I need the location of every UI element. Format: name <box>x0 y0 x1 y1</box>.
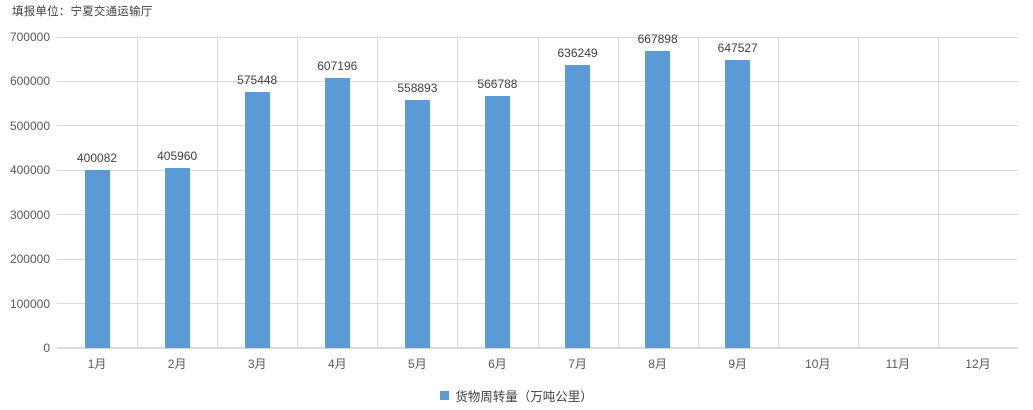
axis-baseline <box>57 347 1018 348</box>
y-axis-tick-label: 700000 <box>9 30 50 44</box>
x-axis-tick-label: 3月 <box>247 357 267 371</box>
gridline-horizontal <box>57 125 1018 127</box>
x-axis-tick-label: 1月 <box>87 357 107 371</box>
bar[interactable] <box>484 96 510 348</box>
bar-data-label: 405960 <box>157 148 198 163</box>
x-axis-tick-label: 8月 <box>648 357 667 371</box>
y-axis-tick-label: 500000 <box>9 118 50 133</box>
gridline-vertical <box>538 37 539 348</box>
y-axis-tick-label: 0 <box>43 341 50 355</box>
gridline-vertical <box>938 37 939 348</box>
chart-legend: 货物周转量（万吨公里） <box>0 386 1033 405</box>
gridline-horizontal <box>57 80 1018 82</box>
x-axis-tick-label: 10月 <box>805 357 831 371</box>
bar[interactable] <box>725 60 751 348</box>
gridline-vertical <box>778 37 779 348</box>
legend-item-label: 货物周转量（万吨公里） <box>455 390 593 404</box>
gridline-vertical <box>217 37 218 348</box>
x-axis-tick-label: 11月 <box>885 357 911 371</box>
x-axis-tick-label: 6月 <box>488 357 507 371</box>
y-axis-tick-label: 400000 <box>9 163 50 178</box>
x-axis-tick-label: 5月 <box>408 357 427 371</box>
bar[interactable] <box>324 78 350 348</box>
gridline-horizontal <box>57 36 1018 38</box>
gridline-vertical <box>618 37 619 348</box>
gridline-vertical <box>297 37 298 348</box>
x-axis-tick-label: 4月 <box>327 357 347 371</box>
report-unit-label: 填报单位：宁夏交通运输厅 <box>12 6 153 18</box>
bar-data-label: 558893 <box>397 80 438 95</box>
gridline-horizontal <box>57 258 1018 260</box>
gridline-horizontal <box>57 303 1018 305</box>
bar-data-label: 636249 <box>557 46 598 61</box>
bar-data-label: 667898 <box>637 32 678 47</box>
y-axis-tick-label: 300000 <box>9 207 50 222</box>
x-axis-tick-label: 12月 <box>965 357 991 371</box>
x-axis-tick-label: 7月 <box>568 357 587 371</box>
y-axis-tick-label: 200000 <box>9 252 50 267</box>
x-axis: 1月 2月 3月 4月 5月 6月 7月 8月 9月 10月 11月 12月 <box>57 349 1018 373</box>
gridline-vertical <box>377 37 378 348</box>
y-axis-tick-label: 600000 <box>9 74 50 89</box>
bar-data-label: 400082 <box>77 151 118 166</box>
gridline-horizontal <box>57 169 1018 171</box>
gridline-horizontal <box>57 214 1018 216</box>
bar-data-label: 575448 <box>237 73 278 88</box>
bar[interactable] <box>404 99 430 348</box>
gridline-vertical <box>858 37 859 348</box>
y-axis-tick-label: 100000 <box>9 296 50 311</box>
x-axis-tick-label: 2月 <box>167 357 187 371</box>
bar[interactable] <box>565 65 591 348</box>
bar-data-label: 566788 <box>477 77 518 92</box>
bar-data-label: 607196 <box>317 59 358 74</box>
bar[interactable] <box>645 51 671 348</box>
x-axis-tick-label: 9月 <box>728 357 748 371</box>
gridline-vertical <box>457 37 458 348</box>
gridline-horizontal <box>57 347 1018 349</box>
plot-area: 400082 405960 575448 607196 558893 566788 6362… <box>57 32 1018 349</box>
bar[interactable] <box>244 92 270 348</box>
y-axis: 0 100000 200000 300000 400000 500000 600000 700… <box>0 30 50 355</box>
bar[interactable] <box>84 170 110 348</box>
legend-swatch-icon <box>440 391 450 400</box>
gridline-vertical <box>137 37 138 348</box>
gridline-vertical <box>698 37 699 348</box>
bar-data-label: 647527 <box>717 41 758 56</box>
bar[interactable] <box>164 167 190 348</box>
